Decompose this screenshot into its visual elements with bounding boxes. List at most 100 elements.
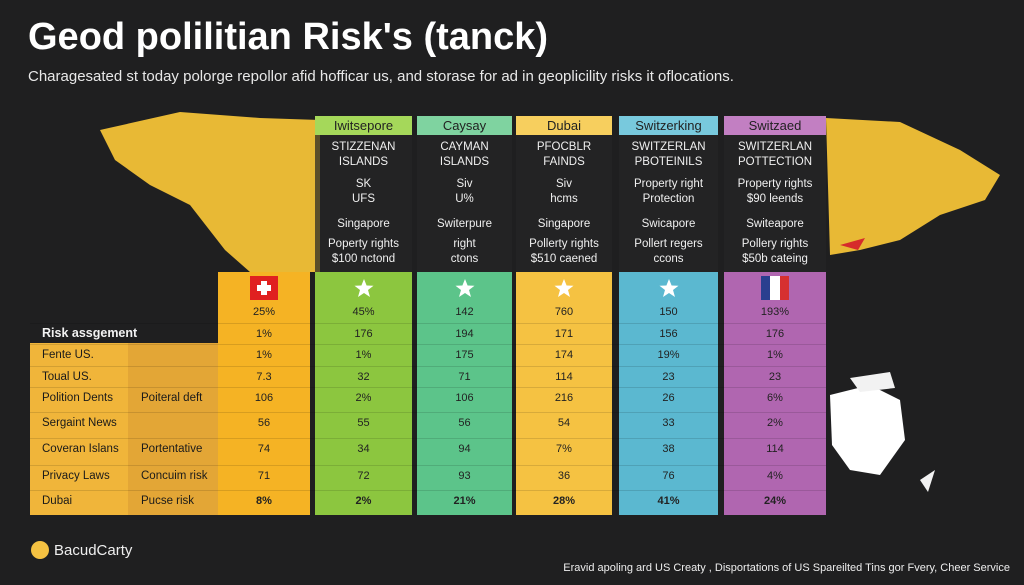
- row-label: Dubai: [42, 495, 73, 507]
- panel-text: $90 leends: [746, 193, 804, 205]
- row-divider: [30, 465, 826, 466]
- table-cell: 94: [458, 443, 471, 455]
- panel-text: Property rights: [737, 178, 813, 190]
- table-cell: 72: [357, 470, 370, 482]
- panel-text: $50b cateing: [742, 253, 808, 265]
- table-cell: 7.3: [256, 371, 272, 383]
- panel-text: ISLANDS: [439, 156, 490, 168]
- panel-text: ctons: [450, 253, 479, 265]
- panel-text: PBOTEINILS: [634, 156, 703, 168]
- table-cell: 1%: [355, 349, 372, 361]
- table-cell: 25%: [252, 306, 276, 318]
- panel-text: PFOCBLR: [536, 141, 592, 153]
- table-cell: 760: [554, 306, 574, 318]
- flag-icon: [218, 276, 310, 300]
- table-cell: 55: [357, 417, 370, 429]
- column: [619, 272, 718, 515]
- table-cell: 106: [254, 392, 274, 404]
- table-cell: 26: [662, 392, 675, 404]
- panel-text: SWITZERLAN: [737, 141, 813, 153]
- panel-text: Pollert regers: [634, 238, 703, 250]
- panel-text: Siv: [556, 178, 572, 190]
- label-heading: Risk assgement: [42, 326, 138, 340]
- panel-text: Property right: [633, 178, 704, 190]
- panel-text: $100 nctond: [331, 253, 396, 265]
- panel-text: Siv: [456, 178, 473, 190]
- table-cell: 45%: [352, 306, 375, 318]
- table-cell: 194: [455, 328, 474, 340]
- row-label: Coveran Islans: [42, 443, 119, 455]
- column-header: Dubai: [516, 116, 612, 135]
- star-icon: [354, 279, 373, 297]
- row-divider: [30, 490, 826, 491]
- panel-text: Switerpure: [437, 218, 492, 230]
- row-label: Portentative: [141, 443, 203, 455]
- table-cell: 2%: [355, 495, 372, 507]
- star-icon: [554, 279, 574, 297]
- panel-text: ccons: [653, 253, 684, 265]
- panel-text: ISLANDS: [338, 156, 389, 168]
- row-label: Pucse risk: [141, 495, 195, 507]
- table-cell: 32: [357, 371, 370, 383]
- panel-text: STIZZENAN: [331, 141, 396, 153]
- panel-text: SK: [355, 178, 372, 190]
- flag-icon: [761, 276, 789, 300]
- row-divider: [30, 366, 826, 367]
- table-cell: 1%: [256, 328, 272, 340]
- table-cell: 176: [354, 328, 373, 340]
- table-cell: 171: [554, 328, 574, 340]
- table-cell: 56: [257, 417, 271, 429]
- logo-icon: [31, 541, 49, 559]
- panel-text: SWITZERLAN: [631, 141, 706, 153]
- table-cell: 2%: [355, 392, 372, 404]
- table-cell: 34: [357, 443, 370, 455]
- australia: [830, 385, 905, 475]
- column: [516, 272, 612, 515]
- panel-text: Singapore: [337, 218, 390, 230]
- table-cell: 23: [662, 371, 675, 383]
- japan-marker: [840, 238, 865, 250]
- star-icon: [659, 279, 678, 297]
- row-divider: [30, 412, 826, 413]
- table-cell: 76: [662, 470, 675, 482]
- row-label: Privacy Laws: [42, 470, 110, 482]
- row-label: Polition Dents: [42, 392, 113, 404]
- asia: [826, 118, 1000, 255]
- panel-text: Swicapore: [641, 218, 696, 230]
- row-divider: [30, 323, 826, 324]
- flag-icon: [619, 276, 718, 300]
- panel-text: Switeapore: [746, 218, 804, 230]
- panel-text: Pollery rights: [741, 238, 809, 250]
- column-header: Iwitsepore: [315, 116, 412, 135]
- panel-text: CAYMAN: [440, 141, 489, 153]
- table-cell: 28%: [552, 495, 576, 507]
- label-block: [30, 343, 128, 515]
- subtitle: Charagesated st today polorge repollor a…: [28, 68, 734, 85]
- table-cell: 7%: [556, 443, 572, 455]
- panel-text: hcms: [550, 193, 578, 205]
- label-block-2: [128, 343, 218, 515]
- column: [218, 272, 310, 515]
- table-cell: 4%: [767, 470, 783, 482]
- swiss-flag: [250, 276, 278, 300]
- footnote: Eravid apoling ard US Creaty , Disportat…: [563, 562, 1010, 574]
- panel-text: Protection: [642, 193, 695, 205]
- panel-text: UFS: [352, 193, 375, 205]
- table-cell: 54: [557, 417, 571, 429]
- panel-text: Pollerty rights: [529, 238, 599, 250]
- table-cell: 41%: [657, 495, 680, 507]
- table-cell: 142: [455, 306, 474, 318]
- table-cell: 74: [257, 443, 271, 455]
- panel-text: U%: [455, 193, 474, 205]
- table-cell: 1%: [256, 349, 272, 361]
- table-cell: 19%: [657, 349, 680, 361]
- new-zealand: [920, 470, 935, 492]
- panel-text: Singapore: [537, 218, 591, 230]
- table-cell: 114: [555, 371, 573, 383]
- flag-icon: [724, 276, 826, 300]
- star-icon: [455, 279, 474, 297]
- column-panel: [619, 135, 718, 272]
- column: [315, 272, 412, 515]
